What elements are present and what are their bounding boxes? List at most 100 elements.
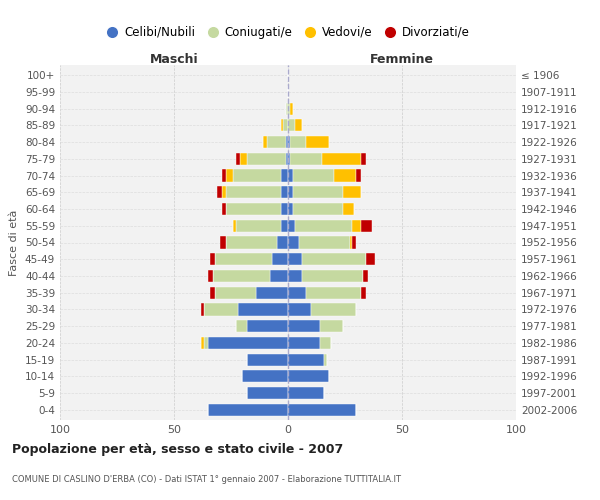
Bar (208, 270, 213, 282)
Bar (240, 152, 247, 165)
Bar (295, 120, 302, 132)
Bar (283, 120, 288, 132)
Bar (256, 286, 288, 299)
Bar (263, 136, 268, 148)
Bar (220, 236, 226, 248)
Bar (286, 102, 288, 115)
Bar (222, 186, 226, 198)
Bar (286, 136, 288, 148)
Bar (293, 170, 334, 181)
Bar (306, 136, 329, 148)
Bar (288, 186, 293, 198)
Bar (365, 253, 374, 266)
Bar (290, 136, 306, 148)
Bar (236, 220, 281, 232)
Bar (322, 152, 361, 165)
Bar (290, 152, 322, 165)
Bar (226, 186, 281, 198)
Bar (222, 203, 226, 215)
Text: Maschi: Maschi (149, 54, 199, 66)
Bar (288, 354, 325, 366)
Bar (288, 370, 329, 382)
Bar (211, 253, 215, 266)
Bar (356, 170, 361, 181)
Bar (222, 170, 226, 181)
Bar (247, 320, 288, 332)
Bar (242, 370, 288, 382)
Bar (288, 270, 302, 282)
Bar (215, 286, 256, 299)
Bar (247, 354, 288, 366)
Bar (288, 236, 299, 248)
Bar (288, 152, 290, 165)
Bar (213, 270, 270, 282)
Y-axis label: Anni di nascita: Anni di nascita (597, 201, 600, 284)
Bar (281, 170, 288, 181)
Bar (293, 186, 343, 198)
Bar (288, 404, 356, 416)
Bar (281, 120, 283, 132)
Bar (236, 320, 247, 332)
Bar (306, 286, 361, 299)
Bar (233, 170, 281, 181)
Bar (361, 286, 365, 299)
Bar (343, 186, 361, 198)
Bar (288, 170, 293, 181)
Bar (202, 304, 203, 316)
Bar (288, 337, 320, 349)
Bar (208, 337, 288, 349)
Bar (203, 337, 208, 349)
Bar (290, 102, 293, 115)
Bar (238, 304, 288, 316)
Text: Femmine: Femmine (370, 54, 434, 66)
Bar (361, 220, 373, 232)
Bar (302, 270, 363, 282)
Bar (272, 253, 288, 266)
Bar (288, 253, 302, 266)
Bar (295, 220, 352, 232)
Text: Popolazione per età, sesso e stato civile - 2007: Popolazione per età, sesso e stato civil… (12, 442, 343, 456)
Bar (226, 170, 233, 181)
Bar (288, 286, 306, 299)
Bar (363, 270, 368, 282)
Bar (215, 253, 272, 266)
Bar (325, 354, 327, 366)
Bar (311, 304, 356, 316)
Bar (286, 152, 288, 165)
Bar (281, 186, 288, 198)
Bar (320, 320, 343, 332)
Bar (281, 203, 288, 215)
Bar (247, 387, 288, 399)
Bar (217, 186, 222, 198)
Bar (247, 152, 286, 165)
Bar (281, 220, 288, 232)
Y-axis label: Fasce di età: Fasce di età (10, 210, 19, 276)
Bar (208, 404, 288, 416)
Bar (288, 304, 311, 316)
Bar (270, 270, 288, 282)
Bar (203, 304, 238, 316)
Bar (288, 220, 295, 232)
Bar (302, 253, 365, 266)
Bar (299, 236, 350, 248)
Bar (288, 136, 290, 148)
Bar (293, 203, 343, 215)
Bar (352, 236, 356, 248)
Bar (202, 337, 203, 349)
Bar (268, 136, 286, 148)
Bar (236, 152, 240, 165)
Bar (288, 320, 320, 332)
Bar (334, 170, 356, 181)
Bar (288, 203, 293, 215)
Legend: Celibi/Nubili, Coniugati/e, Vedovi/e, Divorziati/e: Celibi/Nubili, Coniugati/e, Vedovi/e, Di… (101, 21, 475, 44)
Bar (288, 387, 325, 399)
Bar (361, 152, 365, 165)
Bar (277, 236, 288, 248)
Bar (320, 337, 331, 349)
Bar (226, 236, 277, 248)
Bar (343, 203, 354, 215)
Bar (288, 120, 295, 132)
Text: COMUNE DI CASLINO D'ERBA (CO) - Dati ISTAT 1° gennaio 2007 - Elaborazione TUTTIT: COMUNE DI CASLINO D'ERBA (CO) - Dati IST… (12, 476, 401, 484)
Bar (352, 220, 361, 232)
Bar (226, 203, 281, 215)
